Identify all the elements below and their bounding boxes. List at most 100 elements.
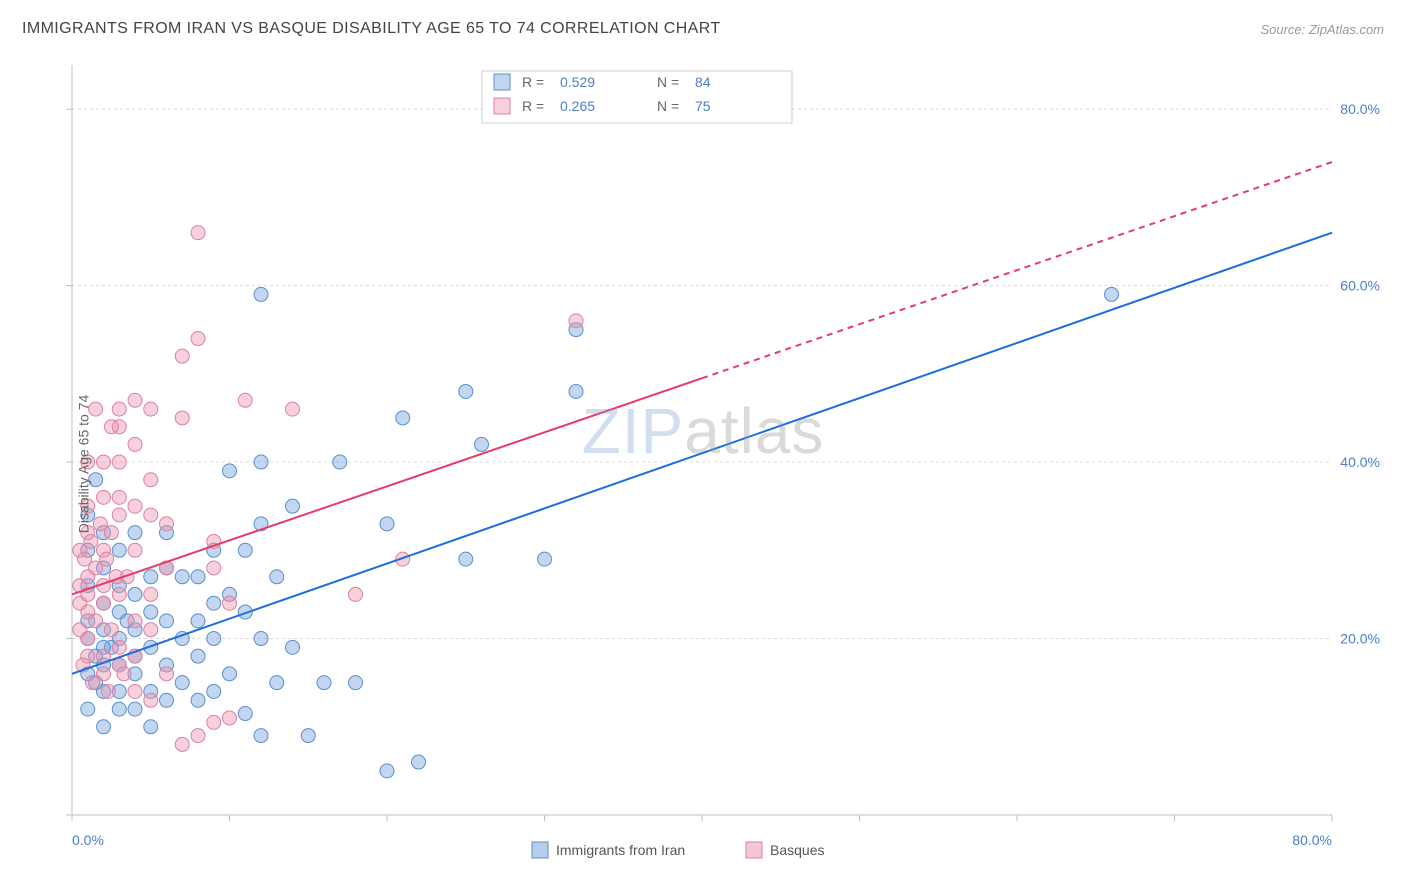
scatter-point [128, 526, 142, 540]
legend-n-value: 75 [695, 98, 711, 114]
scatter-point [207, 596, 221, 610]
scatter-point [1105, 287, 1119, 301]
svg-text:0.0%: 0.0% [72, 832, 104, 848]
scatter-point [191, 693, 205, 707]
scatter-point [191, 729, 205, 743]
scatter-point [254, 729, 268, 743]
scatter-point [97, 720, 111, 734]
scatter-point [73, 623, 87, 637]
scatter-point [144, 693, 158, 707]
scatter-point [160, 517, 174, 531]
scatter-point [112, 543, 126, 557]
scatter-point [301, 729, 315, 743]
scatter-point [207, 561, 221, 575]
scatter-point [85, 676, 99, 690]
legend-n-label: N = [657, 98, 679, 114]
scatter-point [97, 490, 111, 504]
svg-text:80.0%: 80.0% [1292, 832, 1332, 848]
source-attribution: Source: ZipAtlas.com [1260, 22, 1384, 37]
legend-series-label: Immigrants from Iran [556, 842, 685, 858]
legend-r-value: 0.265 [560, 98, 595, 114]
scatter-point [128, 499, 142, 513]
scatter-point [238, 707, 252, 721]
scatter-point [144, 623, 158, 637]
scatter-point [104, 420, 118, 434]
scatter-point [128, 684, 142, 698]
scatter-point [112, 455, 126, 469]
legend-swatch [494, 74, 510, 90]
scatter-point [89, 614, 103, 628]
legend-n-value: 84 [695, 74, 711, 90]
scatter-point [286, 499, 300, 513]
scatter-point [207, 632, 221, 646]
scatter-point [144, 720, 158, 734]
scatter-point [128, 437, 142, 451]
scatter-point [93, 517, 107, 531]
scatter-point [569, 314, 583, 328]
scatter-point [223, 596, 237, 610]
scatter-point [78, 552, 92, 566]
scatter-point [160, 693, 174, 707]
scatter-point [175, 570, 189, 584]
scatter-point [317, 676, 331, 690]
scatter-point [175, 349, 189, 363]
scatter-point [286, 640, 300, 654]
scatter-point [223, 464, 237, 478]
svg-text:60.0%: 60.0% [1340, 278, 1380, 294]
scatter-point [349, 676, 363, 690]
scatter-point [254, 287, 268, 301]
trend-line-dashed [702, 162, 1332, 378]
scatter-point [459, 384, 473, 398]
scatter-point [112, 508, 126, 522]
scatter-point [191, 332, 205, 346]
scatter-point [101, 684, 115, 698]
legend-swatch [532, 842, 548, 858]
scatter-point [459, 552, 473, 566]
scatter-point [270, 570, 284, 584]
scatter-point [112, 402, 126, 416]
scatter-point [128, 702, 142, 716]
scatter-point [396, 411, 410, 425]
scatter-point [175, 737, 189, 751]
scatter-point [144, 473, 158, 487]
scatter-point [144, 508, 158, 522]
scatter-point [412, 755, 426, 769]
svg-text:80.0%: 80.0% [1340, 101, 1380, 117]
scatter-point [104, 623, 118, 637]
scatter-point [333, 455, 347, 469]
scatter-point [160, 667, 174, 681]
scatter-point [349, 587, 363, 601]
scatter-point [270, 676, 284, 690]
title-bar: IMMIGRANTS FROM IRAN VS BASQUE DISABILIT… [22, 20, 1384, 38]
scatter-point [128, 614, 142, 628]
scatter-point [191, 570, 205, 584]
scatter-point [191, 226, 205, 240]
scatter-point [475, 437, 489, 451]
scatter-point [97, 455, 111, 469]
scatter-point [144, 605, 158, 619]
scatter-point [569, 384, 583, 398]
legend-swatch [494, 98, 510, 114]
scatter-point [84, 534, 98, 548]
scatter-point [238, 393, 252, 407]
scatter-point [254, 632, 268, 646]
scatter-point [97, 596, 111, 610]
scatter-point [112, 640, 126, 654]
scatter-point [207, 684, 221, 698]
scatter-point [100, 552, 114, 566]
scatter-point [144, 570, 158, 584]
legend-r-value: 0.529 [560, 74, 595, 90]
scatter-point [128, 587, 142, 601]
chart-container: Disability Age 65 to 74 0.0%80.0%20.0%40… [22, 55, 1384, 872]
scatter-point [223, 667, 237, 681]
scatter-point [191, 649, 205, 663]
scatter-point [207, 715, 221, 729]
scatter-point [112, 702, 126, 716]
scatter-point [286, 402, 300, 416]
scatter-point [538, 552, 552, 566]
scatter-point [144, 402, 158, 416]
svg-text:40.0%: 40.0% [1340, 454, 1380, 470]
scatter-point [128, 543, 142, 557]
scatter-point [128, 393, 142, 407]
legend-series-label: Basques [770, 842, 824, 858]
